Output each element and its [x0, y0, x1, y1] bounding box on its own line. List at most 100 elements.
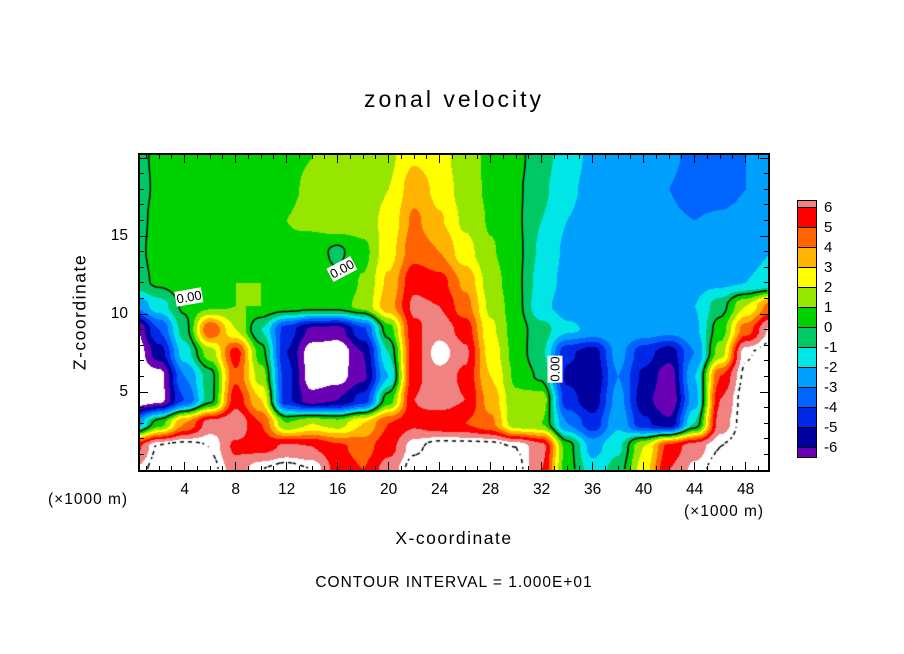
- colorbar-tick-label: 6: [824, 199, 833, 216]
- tick-mark: [694, 155, 696, 163]
- x-tick-label: 40: [635, 481, 653, 498]
- tick-mark: [490, 462, 492, 470]
- tick-mark: [515, 466, 517, 470]
- tick-mark: [464, 466, 466, 470]
- tick-mark: [140, 422, 144, 424]
- x-tick-label: 16: [329, 481, 347, 498]
- tick-mark: [140, 329, 144, 331]
- tick-mark: [760, 313, 768, 315]
- contour-field-canvas: [140, 155, 768, 470]
- tick-mark: [140, 235, 148, 237]
- tick-mark: [764, 282, 768, 284]
- z-tick-label: 10: [110, 305, 128, 323]
- contour-line-label: 0.00: [547, 355, 563, 383]
- tick-mark: [140, 407, 144, 409]
- tick-mark: [451, 155, 453, 159]
- x-tick-label: 20: [380, 481, 398, 498]
- tick-mark: [515, 155, 517, 159]
- tick-mark: [235, 462, 237, 470]
- tick-mark: [196, 466, 198, 470]
- colorbar-cell: [797, 447, 817, 458]
- tick-mark: [235, 155, 237, 163]
- tick-mark: [592, 155, 594, 163]
- tick-mark: [764, 188, 768, 190]
- colorbar-tick-label: 3: [824, 259, 833, 276]
- tick-mark: [337, 155, 339, 163]
- tick-mark: [706, 466, 708, 470]
- colorbar-cell: [797, 387, 817, 408]
- z-tick-label: 15: [110, 227, 128, 245]
- tick-mark: [490, 155, 492, 163]
- tick-mark: [764, 219, 768, 221]
- tick-mark: [764, 204, 768, 206]
- tick-mark: [286, 462, 288, 470]
- colorbar-tick-label: 5: [824, 219, 833, 236]
- tick-mark: [209, 466, 211, 470]
- tick-mark: [140, 282, 144, 284]
- tick-mark: [400, 155, 402, 159]
- x-tick-label: 36: [584, 481, 602, 498]
- tick-mark: [643, 155, 645, 163]
- tick-mark: [171, 155, 173, 159]
- z-tick-label: 5: [119, 383, 128, 401]
- tick-mark: [764, 173, 768, 175]
- x-tick-label: 8: [231, 481, 240, 498]
- tick-mark: [209, 155, 211, 159]
- tick-mark: [145, 466, 147, 470]
- tick-mark: [604, 155, 606, 159]
- tick-mark: [681, 155, 683, 159]
- colorbar-cell: [797, 347, 817, 368]
- chart-title: zonal velocity: [363, 86, 545, 112]
- tick-mark: [579, 155, 581, 159]
- tick-mark: [375, 466, 377, 470]
- tick-mark: [140, 360, 144, 362]
- tick-mark: [196, 155, 198, 159]
- tick-mark: [349, 466, 351, 470]
- tick-mark: [273, 155, 275, 159]
- tick-mark: [311, 466, 313, 470]
- x-axis-title: X-coordinate: [395, 528, 513, 548]
- tick-mark: [311, 155, 313, 159]
- tick-mark: [764, 375, 768, 377]
- tick-mark: [719, 155, 721, 159]
- tick-mark: [140, 344, 144, 346]
- tick-mark: [541, 462, 543, 470]
- colorbar-cell: [797, 307, 817, 328]
- tick-mark: [247, 155, 249, 159]
- tick-mark: [337, 462, 339, 470]
- tick-mark: [668, 466, 670, 470]
- colorbar-tick-label: 0: [824, 319, 833, 336]
- tick-mark: [732, 155, 734, 159]
- tick-mark: [400, 466, 402, 470]
- colorbar-cell: [797, 367, 817, 388]
- tick-mark: [298, 155, 300, 159]
- tick-mark: [184, 462, 186, 470]
- tick-mark: [764, 344, 768, 346]
- tick-mark: [451, 466, 453, 470]
- tick-mark: [655, 466, 657, 470]
- colorbar-tick-label: -1: [824, 339, 838, 356]
- tick-mark: [477, 155, 479, 159]
- colorbar-cell: [797, 287, 817, 308]
- tick-mark: [388, 462, 390, 470]
- colorbar-cell: [797, 407, 817, 428]
- tick-mark: [541, 155, 543, 163]
- tick-mark: [439, 155, 441, 163]
- tick-mark: [158, 466, 160, 470]
- colorbar-tick-label: 4: [824, 239, 833, 256]
- tick-mark: [604, 466, 606, 470]
- tick-mark: [140, 157, 148, 159]
- tick-mark: [764, 407, 768, 409]
- x-tick-label: 28: [482, 481, 500, 498]
- tick-mark: [617, 155, 619, 159]
- tick-mark: [298, 466, 300, 470]
- x-tick-label: 32: [533, 481, 551, 498]
- tick-mark: [528, 466, 530, 470]
- tick-mark: [760, 391, 768, 393]
- tick-mark: [732, 466, 734, 470]
- x-tick-label: 24: [431, 481, 449, 498]
- x-axis-units: (×1000 m): [684, 503, 765, 520]
- tick-mark: [745, 155, 747, 163]
- tick-mark: [362, 466, 364, 470]
